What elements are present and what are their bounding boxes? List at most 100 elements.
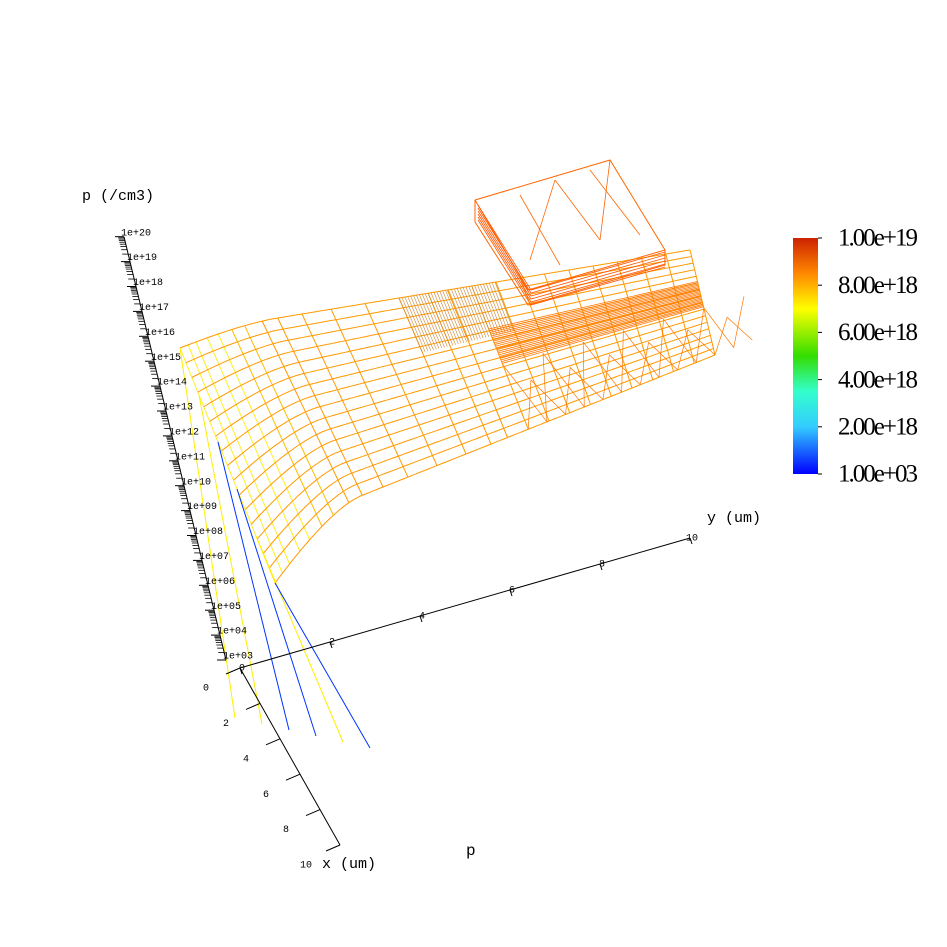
y-tick-label: 8 (599, 560, 605, 571)
colorbar-label: 8.00e+18 (838, 272, 917, 299)
x-tick (285, 773, 301, 781)
mesh-line (599, 159, 611, 241)
mesh-line (565, 366, 604, 415)
mesh-line (501, 305, 704, 363)
y-tick-label: 4 (419, 612, 425, 623)
z-tick-label: 1e+08 (193, 527, 223, 538)
mesh-line (459, 287, 481, 339)
x-tick-label: 4 (243, 754, 249, 765)
mesh-line (465, 286, 487, 338)
mesh-line (492, 288, 700, 340)
z-tick-label: 1e+15 (151, 353, 181, 364)
z-tick-label: 1e+06 (205, 577, 235, 588)
colorbar-label: 1.00e+19 (838, 225, 917, 252)
y-axis (239, 537, 691, 669)
mesh-line (185, 256, 692, 364)
z-tick-label: 1e+07 (199, 552, 229, 563)
mesh (179, 159, 753, 749)
mesh-line (496, 296, 702, 350)
x-tick-label: 0 (203, 684, 209, 695)
mesh-line (262, 341, 713, 554)
mesh-line (436, 291, 459, 345)
x-tick (325, 844, 341, 852)
mesh-line (486, 283, 506, 333)
y-tick (689, 537, 693, 545)
colorbar-label: 2.00e+18 (838, 414, 917, 441)
mesh-line (488, 283, 509, 333)
mesh-line (554, 179, 601, 241)
mesh-line (419, 294, 443, 349)
z-tick-label: 1e+18 (133, 278, 163, 289)
mesh-line (401, 297, 426, 353)
mesh-line (489, 283, 699, 333)
mesh-line (677, 329, 716, 370)
mesh-line (448, 289, 470, 342)
mesh-line (239, 315, 706, 496)
mesh-line (494, 282, 514, 331)
colorbar-label: 4.00e+18 (838, 366, 917, 393)
mesh-line (589, 169, 641, 236)
mesh-line (471, 285, 492, 337)
mesh-line (430, 292, 454, 346)
mesh-line (410, 295, 434, 351)
z-tick-label: 1e+11 (175, 452, 205, 463)
mesh-line (468, 286, 490, 337)
y-tick-label: 2 (329, 638, 335, 649)
mesh-line (445, 290, 467, 343)
mesh-line (714, 316, 753, 356)
mesh-line (494, 292, 701, 345)
mesh-line (490, 284, 699, 335)
z-tick-label: 1e+10 (181, 477, 211, 488)
mesh-line (474, 159, 666, 291)
z-tick-label: 1e+05 (211, 602, 241, 613)
mesh-line (480, 284, 501, 335)
mesh-line (274, 582, 371, 749)
mesh-line (493, 289, 700, 342)
mesh-line (527, 379, 566, 430)
mesh-line (483, 283, 503, 334)
mesh-line (427, 293, 451, 347)
z-tick-label: 1e+03 (223, 652, 253, 663)
mesh-line (474, 200, 666, 306)
z-tick-label: 1e+12 (169, 428, 199, 439)
z-tick-label: 1e+14 (157, 378, 187, 389)
z-axis-title: p (/cm3) (82, 188, 154, 205)
mesh-line (494, 291, 700, 344)
mesh-line (491, 287, 700, 338)
mesh-line (489, 282, 698, 332)
mesh-line (454, 288, 476, 341)
mesh-line (498, 300, 703, 356)
mesh-line (491, 286, 699, 337)
mesh-line (462, 287, 484, 339)
x-tick-label: 2 (223, 719, 229, 730)
x-axis (239, 667, 341, 846)
z-tick-label: 1e+16 (145, 328, 175, 339)
mesh-line (233, 308, 705, 481)
mesh-line (502, 353, 548, 423)
mesh-line (433, 292, 456, 345)
mesh-line (502, 306, 704, 364)
mesh-line (236, 488, 317, 737)
chart-title: p (466, 842, 476, 860)
mesh-line (639, 341, 678, 385)
y-axis-title: y (um) (707, 510, 761, 527)
mesh-line (255, 535, 344, 743)
mesh-line (582, 330, 624, 394)
mesh-line (497, 297, 702, 352)
x-tick-label: 6 (263, 790, 269, 801)
mesh-line (491, 282, 512, 332)
mesh-line (439, 291, 462, 344)
mesh-line (451, 289, 473, 341)
mesh-line (179, 249, 691, 349)
mesh-line (274, 354, 716, 584)
mesh-line (398, 297, 423, 353)
y-tick (509, 589, 513, 597)
y-tick-label: 6 (509, 586, 515, 597)
z-tick-label: 1e+20 (121, 228, 151, 239)
mesh-line (477, 213, 666, 300)
mesh-line (663, 307, 705, 364)
mesh-line (499, 301, 703, 357)
mesh-line (477, 284, 498, 335)
mesh-line (477, 204, 666, 291)
